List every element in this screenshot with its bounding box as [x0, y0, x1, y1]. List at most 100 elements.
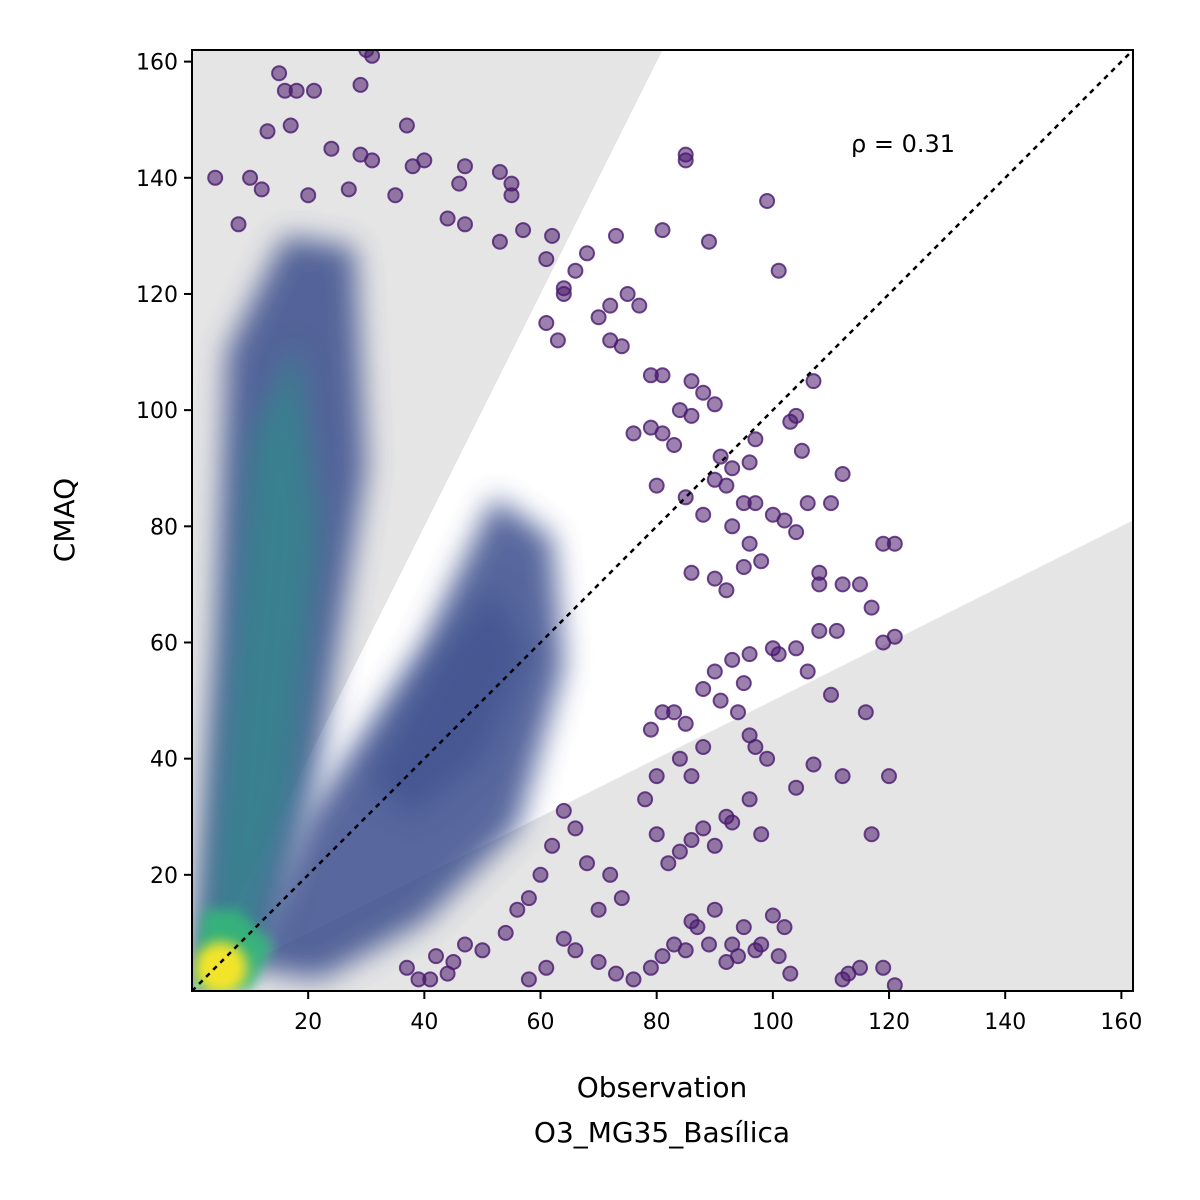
scatter-point [590, 954, 607, 970]
scatter-point [428, 948, 444, 965]
scatter-point [352, 76, 369, 93]
scatter-point [811, 622, 828, 639]
scatter-point [364, 50, 381, 64]
scatter-point [660, 855, 677, 872]
reference-line-1to1 [192, 50, 1133, 991]
scatter-point [631, 297, 648, 314]
scatter-point [712, 448, 729, 465]
scatter-point [288, 82, 305, 99]
y-tick-label: 160 [136, 51, 178, 76]
scatter-point [642, 721, 659, 738]
density-core-left [203, 340, 320, 980]
scatter-point [741, 646, 758, 663]
scatter-point [677, 942, 694, 959]
scatter-point [457, 216, 473, 233]
scatter-point [683, 832, 700, 848]
scatter-point [695, 506, 712, 523]
scatter-point [608, 965, 624, 982]
scatter-point [282, 117, 299, 134]
scatter-point [724, 814, 741, 831]
scatter-point [207, 169, 224, 186]
scatter-point [654, 222, 671, 239]
correlation-annotation: ρ = 0.31 [851, 130, 955, 158]
scatter-point [730, 948, 746, 965]
scatter-point [793, 442, 810, 459]
scatter-point [759, 193, 776, 209]
scatter-point [677, 715, 694, 732]
outlier-points [207, 50, 903, 991]
scatter-point [770, 948, 787, 965]
scatter-point [474, 942, 491, 959]
y-axis-ticks: 20 40 60 80 100 120 140 160 [136, 51, 192, 889]
scatter-point [567, 262, 584, 279]
scatter-point [451, 175, 468, 192]
scatter-point [416, 152, 433, 169]
scatter-point [398, 959, 415, 976]
y-tick-label: 100 [136, 399, 178, 424]
x-tick-label: 60 [527, 1010, 555, 1035]
y-axis-label: CMAQ [48, 478, 81, 562]
scatter-point [683, 407, 700, 424]
scatter-point [544, 227, 561, 244]
scatter-point [602, 297, 619, 314]
scatter-point [538, 251, 555, 268]
scatter-point [579, 855, 595, 872]
scatter-point [515, 222, 532, 239]
scatter-point [706, 663, 723, 680]
x-axis-ticks: 20 40 60 80 100 120 140 160 [294, 991, 1142, 1035]
scatter-point [886, 535, 903, 552]
scatter-point [648, 826, 665, 843]
scatter-point [776, 512, 793, 529]
x-tick-label: 160 [1100, 1010, 1142, 1035]
scatter-point [654, 948, 671, 965]
y-tick-label: 20 [150, 864, 178, 889]
scatter-point [741, 454, 758, 471]
scatter-point [253, 181, 270, 198]
scatter-point [764, 907, 781, 924]
scatter-point [706, 570, 723, 587]
scatter-point [776, 919, 793, 936]
density-core-diagonal [366, 584, 529, 817]
scatter-point [579, 245, 595, 262]
scatter-point [439, 210, 456, 227]
scatter-point [625, 425, 642, 442]
scatter-point [695, 384, 712, 401]
scatter-point [706, 837, 723, 854]
scatter-point [747, 431, 764, 448]
x-tick-label: 20 [294, 1010, 322, 1035]
scatter-point [852, 959, 868, 976]
scatter-point [788, 407, 805, 424]
scatter-point [741, 791, 758, 808]
y-tick-label: 120 [136, 283, 178, 308]
scatter-point [834, 768, 851, 785]
scatter-point [306, 82, 322, 99]
scatter-point [654, 704, 671, 721]
scatter-point [654, 367, 671, 384]
plot-frame [191, 49, 1134, 992]
scatter-point [683, 564, 700, 581]
scatter-point [590, 901, 607, 918]
scatter-point [648, 768, 665, 785]
scatter-point [683, 373, 700, 390]
scatter-point [567, 820, 584, 837]
scatter-point [805, 373, 822, 390]
scatter-point [602, 866, 619, 883]
scatter-point [491, 164, 508, 180]
scatter-point [724, 518, 741, 535]
x-tick-label: 100 [752, 1010, 794, 1035]
scatter-point [886, 628, 903, 645]
scatter-point [619, 286, 636, 302]
scatter-point [340, 181, 357, 198]
scatter-point [654, 425, 671, 442]
scatter-point [544, 837, 561, 854]
scatter-point [695, 681, 712, 697]
scatter-point [724, 651, 741, 668]
scatter-point [695, 739, 712, 755]
scatter-point [701, 233, 717, 250]
x-tick-label: 140 [984, 1010, 1026, 1035]
scatter-point [735, 919, 752, 936]
scatter-point [323, 140, 340, 157]
x-tick-label: 80 [643, 1010, 671, 1035]
scatter-point [648, 477, 665, 494]
